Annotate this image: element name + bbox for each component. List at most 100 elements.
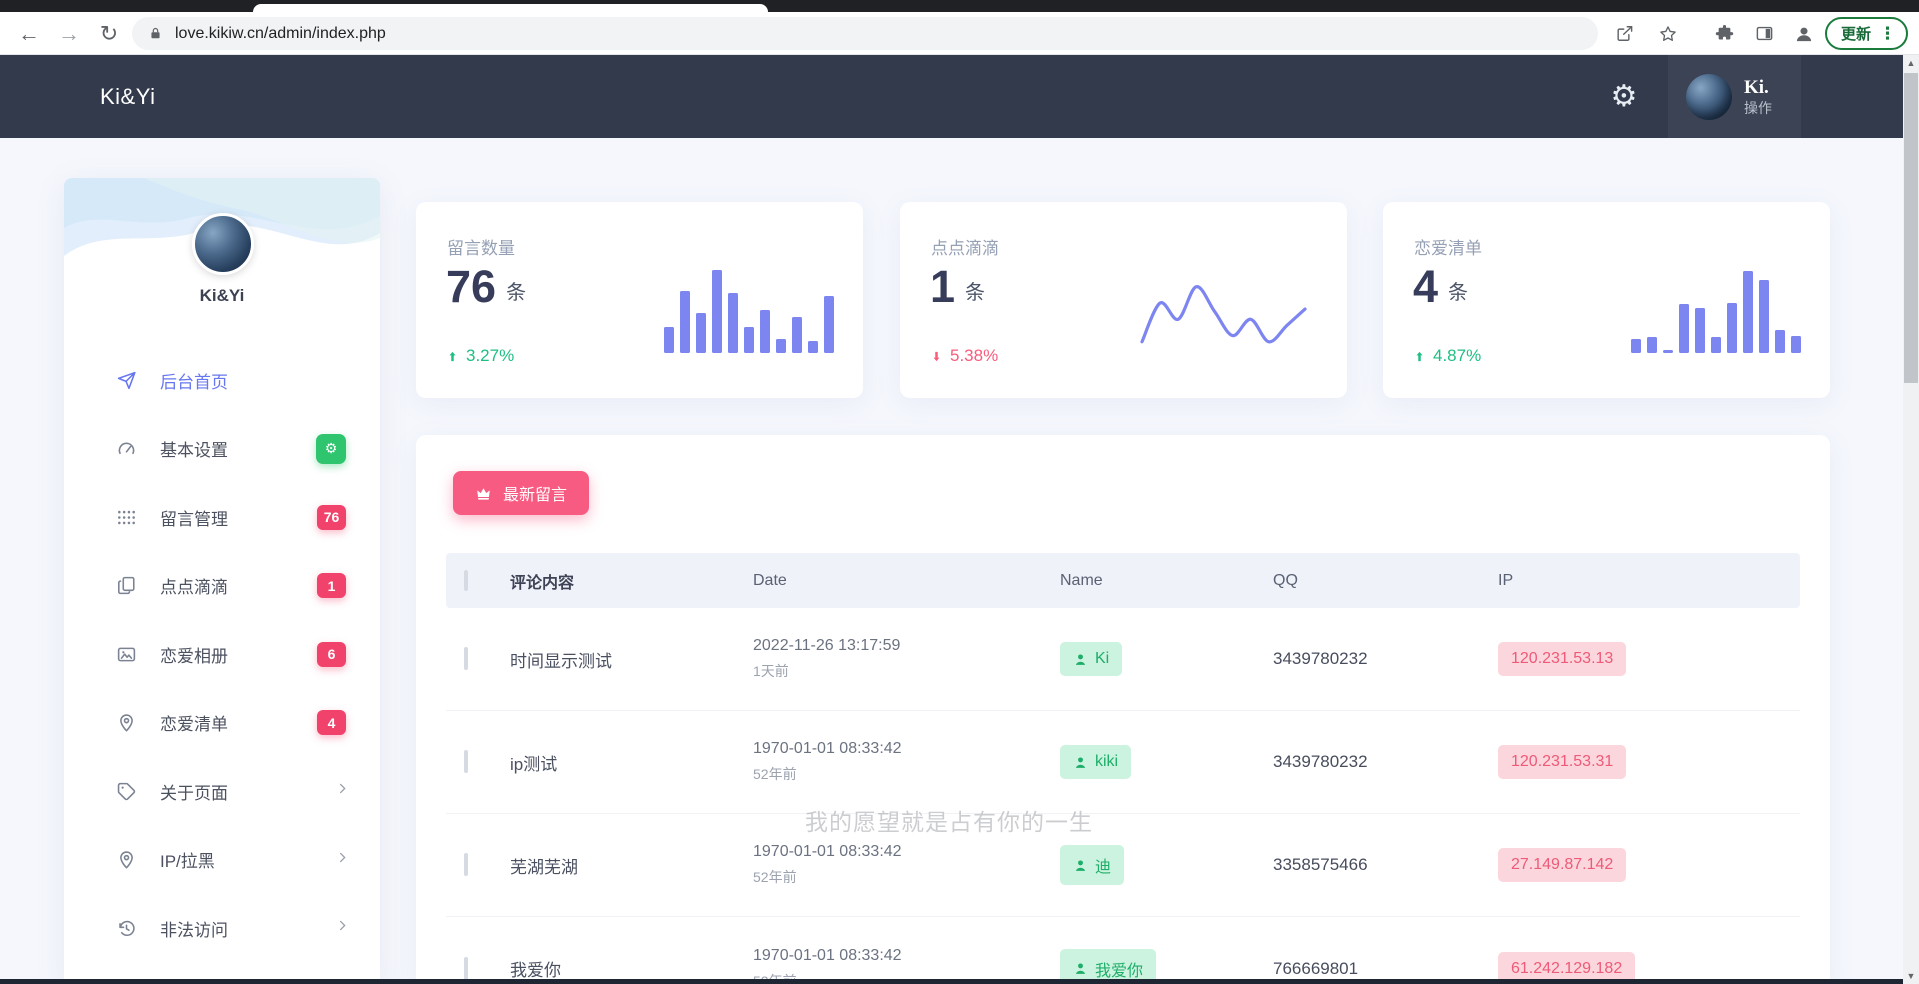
select-all-checkbox[interactable] bbox=[464, 569, 468, 591]
row-checkbox[interactable] bbox=[464, 956, 468, 980]
sidebar-item-label: 关于页面 bbox=[160, 783, 228, 803]
count-badge: 6 bbox=[317, 641, 346, 667]
stat-card-0: 留言数量 76 条 3.27% bbox=[416, 202, 863, 398]
chart-bar bbox=[696, 313, 706, 353]
sidebar-item-album[interactable]: 恋爱相册 6 bbox=[64, 620, 380, 689]
sidebar-item-label: IP/拉黑 bbox=[160, 852, 215, 872]
comments-table: 评论内容 Date Name QQ IP 时间显示测试 2022-11-26 13… bbox=[446, 553, 1800, 984]
comment-content: 我爱你 bbox=[510, 961, 561, 980]
map-pin-icon bbox=[116, 712, 138, 734]
paper-plane-icon bbox=[116, 369, 138, 391]
share-icon[interactable] bbox=[1608, 12, 1640, 55]
chart-bar bbox=[1759, 279, 1769, 353]
back-button[interactable]: ← bbox=[18, 20, 40, 46]
avatar bbox=[192, 213, 254, 275]
chart-bar bbox=[1711, 336, 1721, 353]
row-checkbox[interactable] bbox=[464, 853, 468, 876]
chart-bar bbox=[1791, 335, 1801, 353]
settings-gear-icon[interactable]: ⚙ bbox=[1610, 80, 1638, 113]
qq-number: 3439780232 bbox=[1273, 752, 1368, 771]
chevron-right-icon bbox=[335, 850, 350, 870]
chart-bar bbox=[1663, 349, 1673, 353]
latest-comments-button[interactable]: 最新留言 bbox=[453, 471, 590, 515]
user-icon bbox=[1073, 961, 1088, 976]
mini-bar-chart bbox=[1611, 267, 1801, 353]
scrollbar[interactable]: ▲ ▼ bbox=[1903, 55, 1919, 984]
pages-icon bbox=[116, 575, 138, 597]
forward-button[interactable]: → bbox=[58, 20, 80, 46]
stat-label: 恋爱清单 bbox=[1414, 239, 1482, 258]
chevron-right-icon bbox=[335, 918, 350, 938]
chart-bar bbox=[1775, 329, 1785, 353]
trend-up-icon bbox=[446, 350, 459, 363]
sidebar-item-label: 恋爱相册 bbox=[160, 646, 228, 666]
avatar bbox=[1686, 73, 1732, 120]
side-panel-icon[interactable] bbox=[1748, 12, 1780, 55]
sidebar-item-moments[interactable]: 点点滴滴 1 bbox=[64, 552, 380, 621]
user-role: 操作 bbox=[1744, 100, 1772, 117]
gauge-icon bbox=[116, 438, 138, 460]
gear-icon: ⚙ bbox=[324, 440, 338, 457]
sidebar-item-label: 点点滴滴 bbox=[160, 578, 228, 598]
sidebar-item-comments[interactable]: 留言管理 76 bbox=[64, 483, 380, 552]
sidebar-item-love-list[interactable]: 恋爱清单 4 bbox=[64, 689, 380, 758]
table-row: 时间显示测试 2022-11-26 13:17:59 1天前 Ki 3439780232… bbox=[446, 608, 1800, 711]
table-header: 评论内容 Date Name QQ IP bbox=[446, 553, 1800, 608]
sidebar-item-illegal[interactable]: 非法访问 bbox=[64, 894, 380, 963]
user-menu[interactable]: Ki. 操作 bbox=[1668, 55, 1801, 138]
chart-bar bbox=[1679, 303, 1689, 353]
chart-bar bbox=[1727, 303, 1737, 353]
name-badge: 我爱你 bbox=[1060, 948, 1157, 984]
sidebar-item-label: 非法访问 bbox=[160, 920, 228, 940]
settings-gear-badge: ⚙ bbox=[316, 433, 346, 464]
sidebar-item-label: 后台首页 bbox=[160, 372, 228, 392]
grid-dots-icon bbox=[116, 506, 138, 528]
mini-line-chart bbox=[1140, 285, 1307, 344]
chart-bar bbox=[744, 327, 754, 353]
crown-icon bbox=[475, 485, 492, 502]
address-bar[interactable]: love.kikiw.cn/admin/index.php bbox=[132, 17, 1598, 50]
column-header: IP bbox=[1498, 571, 1514, 589]
chart-bar bbox=[1695, 308, 1705, 353]
sidebar-menu: 后台首页基本设置 ⚙ 留言管理 76 点点滴滴 1 恋爱相册 6 恋爱清单 4 关于页面 IP/拉黑非… bbox=[64, 346, 380, 963]
scroll-up-icon[interactable]: ▲ bbox=[1906, 58, 1916, 68]
chart-bar bbox=[824, 296, 834, 353]
qq-number: 766669801 bbox=[1273, 958, 1359, 978]
reload-button[interactable]: ↻ bbox=[99, 20, 119, 46]
count-badge: 1 bbox=[317, 573, 346, 599]
column-header: Name bbox=[1060, 571, 1103, 589]
lock-icon bbox=[148, 26, 163, 41]
row-checkbox[interactable] bbox=[464, 750, 468, 773]
sidebar-item-dashboard[interactable]: 后台首页 bbox=[64, 346, 380, 415]
chart-bar bbox=[712, 269, 722, 353]
sidebar-wave-decoration bbox=[64, 178, 380, 256]
chart-bar bbox=[1743, 271, 1753, 353]
sidebar-item-settings[interactable]: 基本设置 ⚙ bbox=[64, 415, 380, 484]
stat-value: 1 bbox=[930, 261, 956, 312]
bookmark-star-icon[interactable] bbox=[1652, 12, 1684, 55]
extensions-puzzle-icon[interactable] bbox=[1708, 12, 1740, 55]
scroll-down-icon[interactable]: ▼ bbox=[1906, 971, 1916, 981]
scrollbar-thumb[interactable] bbox=[1904, 73, 1918, 383]
row-checkbox[interactable] bbox=[464, 647, 468, 670]
column-header: 评论内容 bbox=[510, 574, 575, 592]
chart-bar bbox=[680, 291, 690, 353]
user-icon bbox=[1073, 755, 1088, 770]
profile-icon[interactable] bbox=[1788, 12, 1820, 55]
sidebar-item-about[interactable]: 关于页面 bbox=[64, 757, 380, 826]
trend-up-icon bbox=[1413, 350, 1426, 363]
ip-badge: 27.149.87.142 bbox=[1498, 848, 1627, 882]
latest-comments-label: 最新留言 bbox=[503, 487, 568, 504]
browser-tab[interactable] bbox=[253, 4, 768, 12]
url-text: love.kikiw.cn/admin/index.php bbox=[175, 24, 386, 42]
sidebar-item-ip-block[interactable]: IP/拉黑 bbox=[64, 826, 380, 895]
chrome-update-button[interactable]: 更新 ⋮ bbox=[1824, 17, 1908, 50]
stat-trend: 5.38% bbox=[950, 346, 999, 365]
map-pin-icon bbox=[116, 849, 138, 871]
name-badge: Ki bbox=[1060, 642, 1123, 676]
count-badge: 4 bbox=[317, 710, 346, 736]
comment-date: 2022-11-26 13:17:59 1天前 bbox=[753, 637, 901, 679]
name-badge: kiki bbox=[1060, 745, 1132, 779]
comments-panel: 最新留言 评论内容 Date Name QQ IP 时间显示测试 2022-11-… bbox=[416, 435, 1830, 984]
